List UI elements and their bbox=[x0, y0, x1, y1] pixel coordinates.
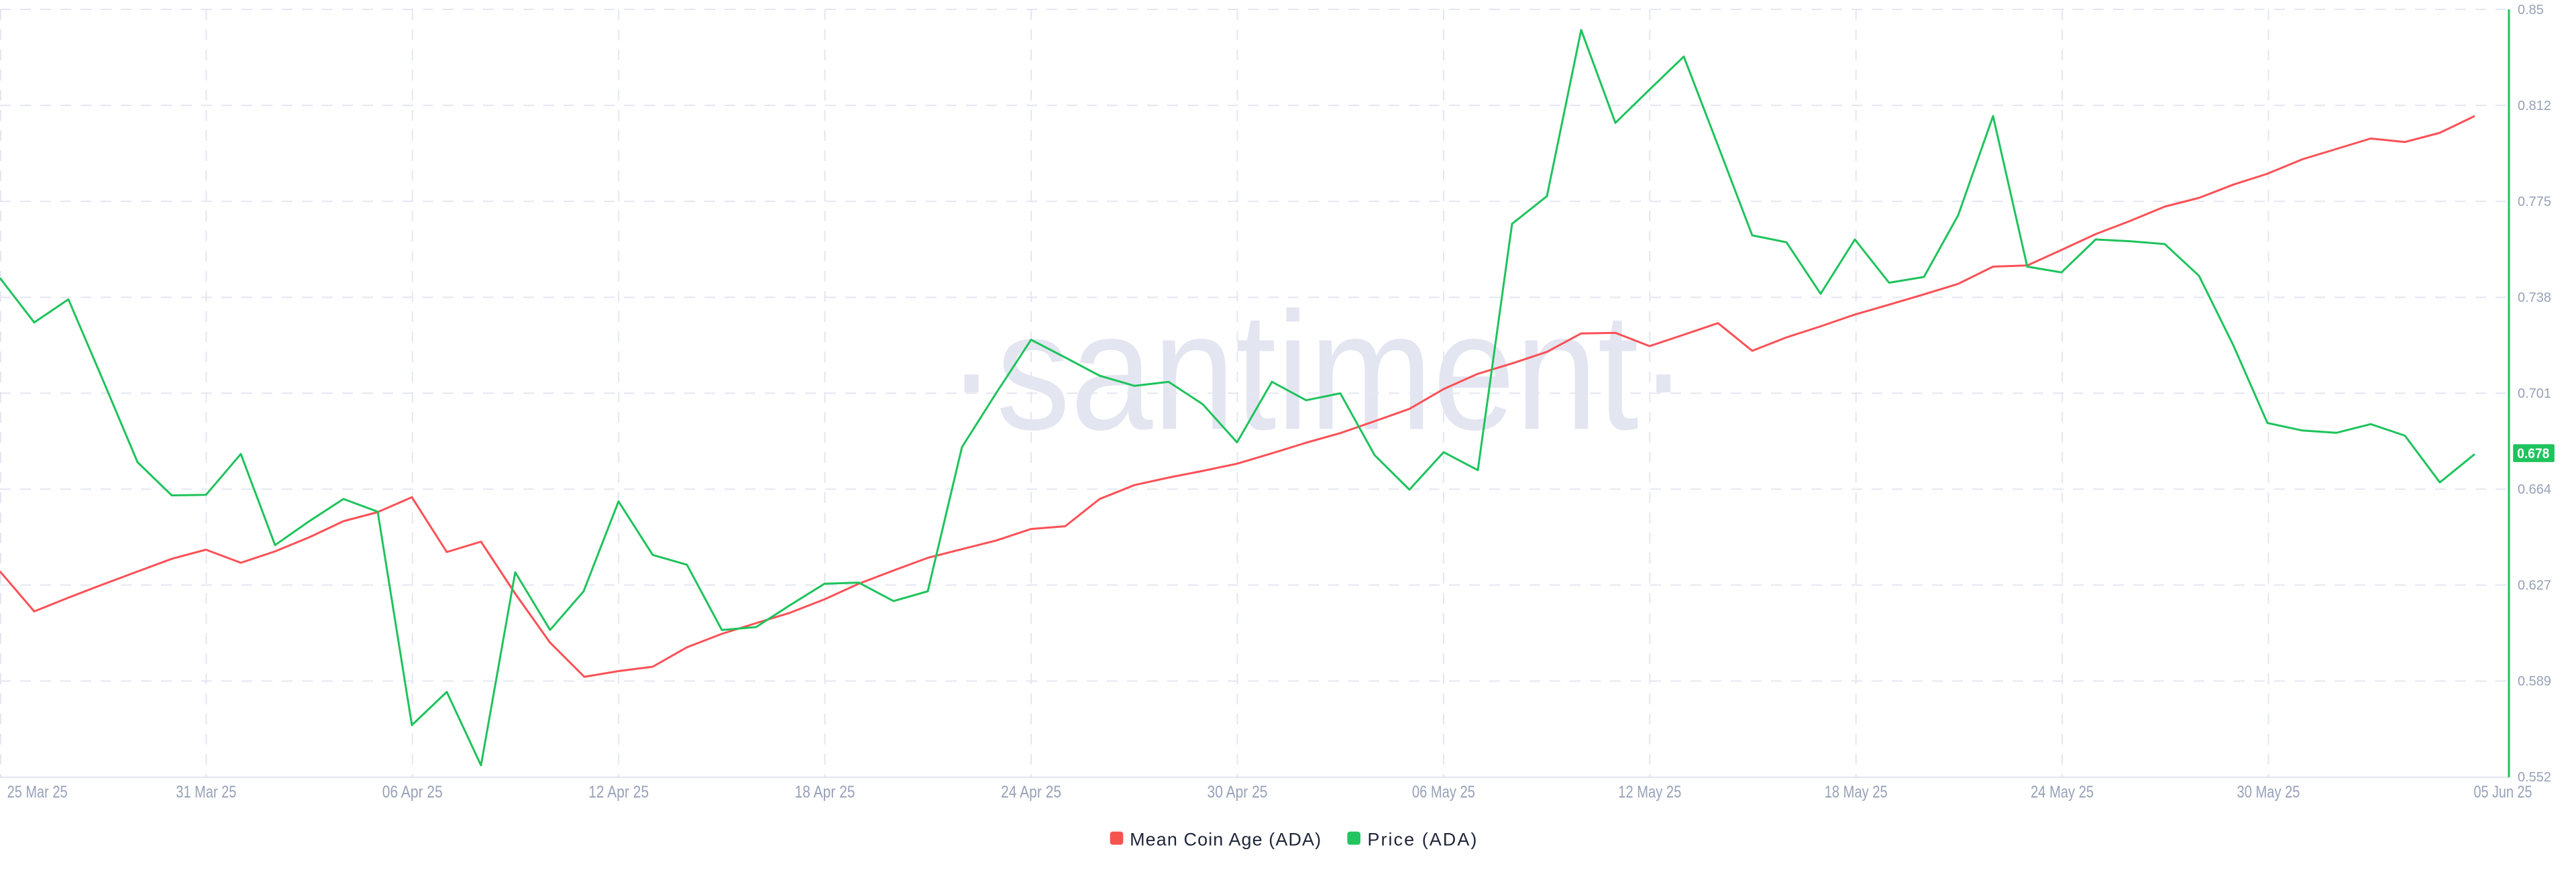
svg-text:18 Apr 25: 18 Apr 25 bbox=[795, 783, 855, 802]
svg-text:·santiment·: ·santiment· bbox=[947, 278, 1688, 465]
svg-text:18 May 25: 18 May 25 bbox=[1825, 783, 1888, 802]
svg-text:0.678: 0.678 bbox=[2517, 446, 2549, 461]
svg-text:Mean Coin Age (ADA): Mean Coin Age (ADA) bbox=[1130, 829, 1321, 849]
svg-text:0.738: 0.738 bbox=[2518, 290, 2551, 305]
svg-text:0.552: 0.552 bbox=[2518, 770, 2551, 785]
svg-text:12 Apr 25: 12 Apr 25 bbox=[588, 783, 649, 802]
svg-text:0.701: 0.701 bbox=[2518, 386, 2551, 401]
svg-text:12 May 25: 12 May 25 bbox=[1618, 783, 1681, 802]
svg-text:30 Apr 25: 30 Apr 25 bbox=[1208, 783, 1268, 802]
svg-text:24 May 25: 24 May 25 bbox=[2031, 783, 2094, 802]
svg-text:31 Mar 25: 31 Mar 25 bbox=[176, 783, 236, 802]
svg-text:0.812: 0.812 bbox=[2518, 99, 2551, 113]
svg-text:0.775: 0.775 bbox=[2518, 195, 2551, 209]
svg-text:06 May 25: 06 May 25 bbox=[1412, 783, 1475, 802]
svg-text:24 Apr 25: 24 Apr 25 bbox=[1001, 783, 1061, 802]
svg-text:25 Mar 25: 25 Mar 25 bbox=[7, 783, 68, 802]
svg-text:05 Jun 25: 05 Jun 25 bbox=[2474, 783, 2532, 802]
svg-text:0.589: 0.589 bbox=[2518, 674, 2551, 689]
svg-text:0.85: 0.85 bbox=[2518, 3, 2544, 17]
svg-text:06 Apr 25: 06 Apr 25 bbox=[382, 783, 443, 802]
svg-text:30 May 25: 30 May 25 bbox=[2237, 783, 2300, 802]
svg-text:0.627: 0.627 bbox=[2518, 578, 2551, 593]
svg-text:0.664: 0.664 bbox=[2518, 482, 2551, 497]
svg-text:Price (ADA): Price (ADA) bbox=[1367, 829, 1477, 849]
